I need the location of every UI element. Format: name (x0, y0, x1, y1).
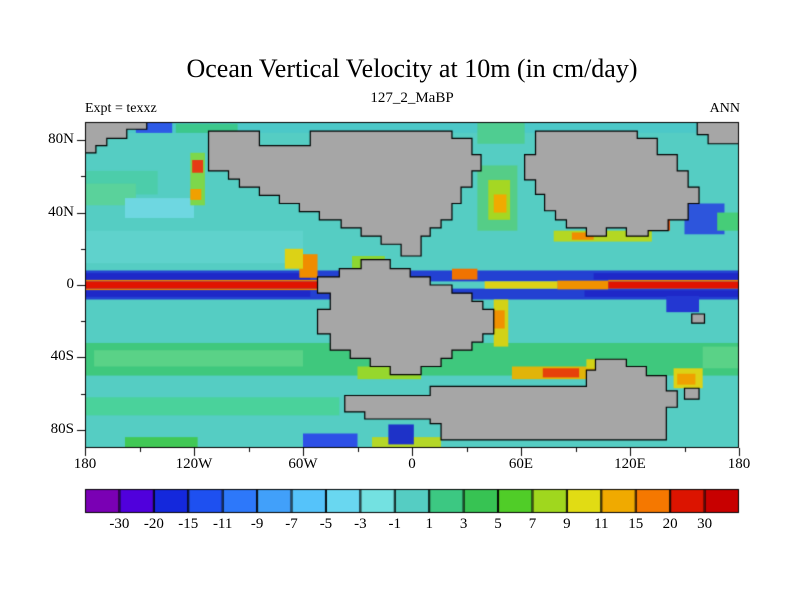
colorbar-tick-label: 11 (594, 516, 609, 532)
colorbar-tick-label: 15 (628, 516, 644, 532)
lat-tick-label: 40S (50, 348, 74, 365)
colorbar-tick-label: -30 (109, 516, 130, 532)
colorbar-tick-label: 5 (494, 516, 502, 532)
lon-tick-label: 60E (508, 456, 534, 472)
chart-subtitle: 127_2_MaBP (370, 90, 454, 106)
colorbar-tick-label: 7 (528, 516, 537, 532)
lat-tick-label: 80S (50, 420, 74, 437)
colorbar-tick-label: -15 (178, 516, 199, 532)
lon-tick-label: 0 (408, 456, 416, 472)
experiment-label: Expt = texxz (85, 101, 157, 116)
colorbar-tick-label: -1 (388, 516, 402, 532)
lon-tick-label: 120E (614, 456, 646, 472)
colorbar-tick-label: 9 (563, 516, 571, 532)
colorbar-tick-label: 20 (662, 516, 678, 532)
lat-tick-label: 80N (48, 131, 74, 148)
colorbar-tick-label: -11 (212, 516, 233, 532)
colorbar-tick-label: -20 (143, 516, 164, 532)
lon-tick-label: 120W (175, 456, 213, 472)
colorbar-tick-label: -9 (250, 516, 264, 532)
season-label: ANN (709, 101, 740, 116)
colorbar-tick-label: -3 (354, 516, 367, 532)
colorbar-tick-label: -5 (319, 516, 333, 532)
colorbar-tick-label: 30 (697, 516, 713, 532)
lon-tick-label: 180 (73, 456, 97, 472)
lon-tick-label: 180 (727, 456, 751, 472)
colorbar-tick-label: 3 (459, 516, 468, 532)
lat-tick-label: 0 (66, 276, 75, 292)
colorbar-tick-label: 1 (425, 516, 433, 532)
lat-tick-label: 40N (48, 203, 74, 220)
chart-title: Ocean Vertical Velocity at 10m (in cm/da… (186, 54, 638, 83)
lon-tick-label: 60W (288, 456, 318, 472)
colorbar-tick-label: -7 (285, 516, 298, 532)
